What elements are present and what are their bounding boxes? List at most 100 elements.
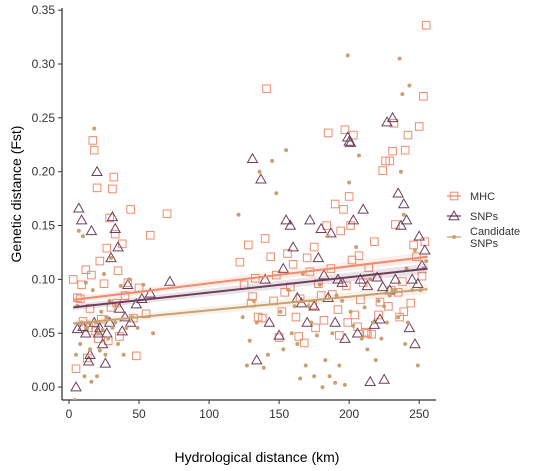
data-point	[72, 398, 77, 400]
data-point	[362, 305, 367, 310]
y-tick-label: 0.00	[32, 380, 56, 394]
data-point	[100, 327, 113, 338]
data-point	[92, 183, 102, 193]
data-point	[370, 320, 375, 325]
data-point	[106, 210, 119, 222]
y-tick-label: 0.35	[32, 3, 56, 17]
data-point	[327, 374, 332, 379]
data-point	[292, 304, 297, 309]
data-point	[124, 316, 137, 327]
data-point	[244, 363, 249, 368]
data-point	[345, 53, 350, 58]
data-point	[116, 342, 121, 346]
data-point	[397, 56, 402, 61]
data-point	[291, 312, 301, 322]
data-point	[403, 342, 408, 346]
data-point	[88, 136, 98, 145]
trend-line	[73, 288, 428, 325]
data-point	[413, 230, 426, 241]
data-point	[251, 298, 256, 303]
data-point	[342, 281, 351, 291]
data-point	[257, 169, 262, 174]
data-point	[398, 277, 407, 286]
data-point	[312, 374, 317, 379]
data-point	[163, 275, 176, 286]
data-point	[323, 128, 333, 138]
data-point	[397, 197, 410, 209]
data-point	[135, 292, 148, 304]
data-point	[72, 202, 85, 213]
data-point	[88, 347, 93, 352]
data-point	[262, 84, 271, 94]
data-point	[376, 280, 389, 292]
data-point	[403, 130, 413, 140]
data-point	[135, 325, 140, 330]
data-point	[336, 226, 346, 236]
data-point	[73, 293, 82, 302]
data-point	[92, 126, 97, 131]
data-point	[240, 315, 245, 320]
data-point	[348, 309, 353, 314]
data-point	[102, 243, 112, 253]
data-point	[354, 245, 359, 250]
data-point	[283, 249, 292, 258]
data-point	[317, 282, 322, 287]
data-points	[68, 20, 431, 400]
data-point	[415, 363, 420, 368]
data-point	[104, 315, 109, 320]
x-tick-label: 200	[339, 407, 359, 421]
data-point	[322, 291, 335, 302]
data-point	[68, 275, 78, 284]
data-point	[419, 92, 428, 101]
data-point	[259, 273, 271, 284]
data-point	[127, 277, 132, 282]
x-tick-label: 150	[269, 407, 289, 421]
data-point	[113, 266, 123, 276]
y-tick-label: 0.10	[32, 272, 56, 286]
data-point	[384, 320, 389, 325]
data-point	[246, 152, 259, 164]
data-point	[339, 332, 351, 343]
data-point	[406, 273, 419, 284]
data-point	[294, 332, 304, 341]
data-point	[84, 348, 96, 360]
data-point	[368, 318, 381, 329]
x-tick-label: 0	[66, 407, 73, 421]
data-point	[351, 323, 356, 328]
data-point	[295, 294, 305, 304]
data-point	[85, 224, 98, 236]
data-point	[356, 153, 361, 158]
data-point	[386, 111, 399, 123]
data-point	[96, 331, 101, 336]
data-point	[354, 273, 367, 284]
data-point	[378, 373, 391, 384]
data-point	[289, 331, 294, 336]
data-point	[83, 280, 88, 285]
data-point	[278, 309, 283, 314]
data-point	[77, 280, 86, 290]
data-point	[243, 240, 253, 250]
data-point	[302, 253, 312, 263]
data-point	[87, 270, 96, 280]
data-point	[79, 327, 92, 338]
data-point	[407, 83, 412, 88]
data-point	[319, 316, 329, 325]
data-point	[388, 146, 397, 156]
y-tick-label: 0.25	[32, 111, 56, 125]
data-point	[277, 262, 290, 273]
data-point	[368, 277, 373, 282]
data-point	[141, 282, 146, 287]
data-point	[286, 288, 291, 293]
data-point	[339, 205, 348, 214]
data-point	[236, 212, 241, 217]
data-point	[361, 279, 374, 291]
data-point	[124, 325, 129, 330]
data-point	[71, 322, 84, 334]
data-point	[308, 300, 320, 311]
data-point	[91, 165, 103, 176]
data-point	[89, 379, 94, 384]
data-point	[95, 256, 105, 266]
data-point	[398, 169, 403, 174]
data-point	[117, 239, 127, 249]
data-point	[107, 298, 112, 303]
